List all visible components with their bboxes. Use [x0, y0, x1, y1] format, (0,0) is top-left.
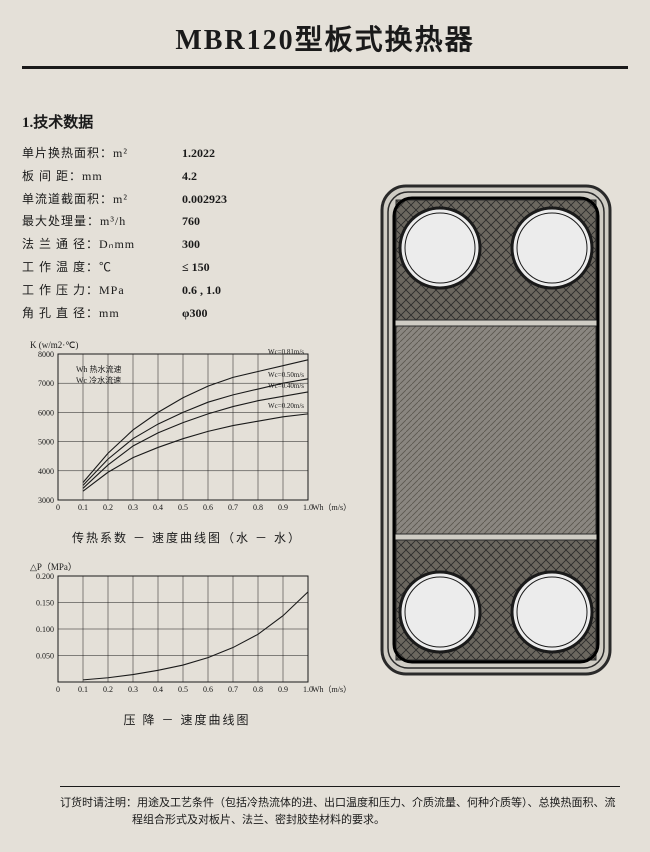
svg-text:0.7: 0.7 [228, 685, 238, 694]
svg-text:0.2: 0.2 [103, 503, 113, 512]
svg-text:Wc=0.50m/s: Wc=0.50m/s [268, 371, 304, 379]
svg-text:0.2: 0.2 [103, 685, 113, 694]
spec-row: 最大处理量：m³/h760 [22, 210, 352, 233]
spec-table: 单片换热面积：m²1.2022板 间 距：mm4.2单流道截面积：m²0.002… [22, 142, 352, 324]
spec-row: 单流道截面积：m²0.002923 [22, 188, 352, 211]
chart-k-vs-speed: K (w/m2·℃)00.10.20.30.40.50.60.70.80.91.… [22, 338, 352, 518]
spec-row: 工 作 压 力：MPa0.6 , 1.0 [22, 279, 352, 302]
svg-text:Wh（m/s）: Wh（m/s） [312, 503, 351, 512]
svg-text:0.100: 0.100 [36, 625, 54, 634]
svg-text:Wc=0.20m/s: Wc=0.20m/s [268, 402, 304, 410]
svg-text:0.3: 0.3 [128, 685, 138, 694]
svg-text:0.4: 0.4 [153, 685, 163, 694]
svg-text:0.6: 0.6 [203, 503, 213, 512]
svg-text:0.6: 0.6 [203, 685, 213, 694]
svg-text:0.200: 0.200 [36, 572, 54, 581]
spec-row: 法 兰 通 径：Dₙmm300 [22, 233, 352, 256]
chart1-caption: 传热系数 － 速度曲线图（水 － 水） [22, 529, 352, 546]
svg-text:0.7: 0.7 [228, 503, 238, 512]
svg-text:Wh 热水流速: Wh 热水流速 [76, 364, 122, 374]
svg-text:K (w/m2·℃): K (w/m2·℃) [30, 340, 78, 350]
svg-text:0.9: 0.9 [278, 685, 288, 694]
svg-text:0.8: 0.8 [253, 685, 263, 694]
title-rule [22, 66, 628, 69]
svg-text:0.4: 0.4 [153, 503, 163, 512]
svg-text:Wc=0.81m/s: Wc=0.81m/s [268, 348, 304, 356]
svg-text:0.5: 0.5 [178, 685, 188, 694]
svg-text:0.8: 0.8 [253, 503, 263, 512]
svg-text:0.5: 0.5 [178, 503, 188, 512]
page-title: MBR120型板式换热器 [22, 18, 628, 64]
svg-text:3000: 3000 [38, 496, 54, 505]
spec-row: 板 间 距：mm4.2 [22, 165, 352, 188]
spec-row: 角 孔 直 径：mmφ300 [22, 302, 352, 325]
footer-note: 订货时请注明：用途及工艺条件（包括冷热流体的进、出口温度和压力、介质流量、何种介… [60, 786, 620, 830]
svg-text:Wh（m/s）: Wh（m/s） [312, 685, 351, 694]
svg-text:0.150: 0.150 [36, 599, 54, 608]
svg-text:0.1: 0.1 [78, 685, 88, 694]
spec-row: 工 作 温 度：℃≤ 150 [22, 256, 352, 279]
svg-text:0: 0 [56, 685, 60, 694]
spec-row: 单片换热面积：m²1.2022 [22, 142, 352, 165]
svg-text:Wc 冷水流速: Wc 冷水流速 [76, 375, 121, 385]
plate-diagram [376, 180, 616, 680]
svg-text:0.3: 0.3 [128, 503, 138, 512]
svg-text:6000: 6000 [38, 409, 54, 418]
chart-dp-vs-speed: △P（MPa）00.10.20.30.40.50.60.70.80.91.00.… [22, 560, 352, 700]
svg-text:7000: 7000 [38, 380, 54, 389]
svg-text:0.050: 0.050 [36, 652, 54, 661]
svg-text:5000: 5000 [38, 438, 54, 447]
svg-text:4000: 4000 [38, 467, 54, 476]
svg-text:Wc=0.40m/s: Wc=0.40m/s [268, 382, 304, 390]
svg-text:△P（MPa）: △P（MPa） [30, 562, 77, 572]
section-heading: 1.技术数据 [22, 111, 352, 132]
svg-text:0: 0 [56, 503, 60, 512]
svg-text:8000: 8000 [38, 350, 54, 359]
svg-text:0.1: 0.1 [78, 503, 88, 512]
svg-text:0.9: 0.9 [278, 503, 288, 512]
chart2-caption: 压 降 － 速度曲线图 [22, 711, 352, 728]
